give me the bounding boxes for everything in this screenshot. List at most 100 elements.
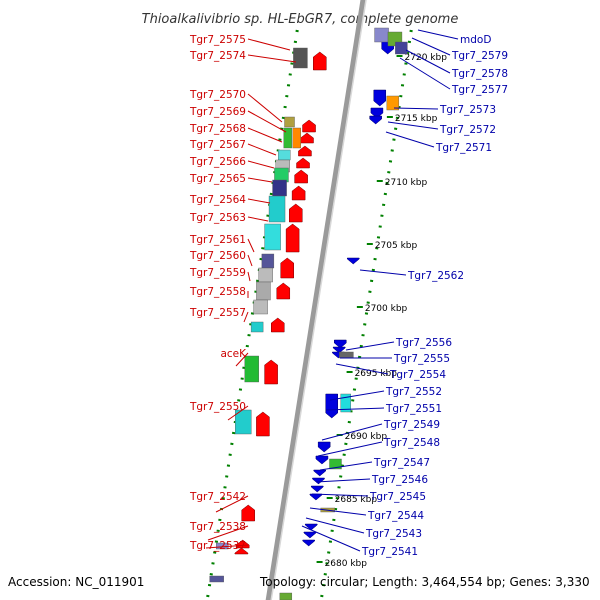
gene-label-left: Tgr7_2567 [189,139,246,151]
scale-label: 2690 kbp [345,432,388,442]
gene-label-left: Tgr7_2575 [189,34,246,46]
gene-label-right: Tgr7_2577 [451,84,508,96]
leader-line [243,311,249,323]
gene-label-right: Tgr7_2549 [383,419,440,431]
features-group [209,27,408,600]
leader-line [359,269,407,276]
gene-label-left: Tgr7_2570 [189,89,246,101]
gene-label-right: Tgr7_2562 [407,270,464,282]
forward-gene-arrow [294,169,308,184]
forward-gene-arrow [285,223,300,253]
reverse-gene-arrow [302,539,315,547]
scale-label: 2705 kbp [375,241,418,251]
gene-label-right: Tgr7_2543 [365,528,422,540]
leader-line [207,525,249,541]
gene-label-right: Tgr7_2579 [451,50,508,62]
forward-gene-arrow [256,411,270,437]
gene-block [261,253,275,269]
leader-line [247,54,297,63]
forward-gene-arrow [313,51,327,71]
gene-label-right: Tgr7_2551 [385,403,442,415]
backbone-highlight [270,0,367,600]
reverse-gene-arrow [332,346,346,354]
reverse-gene-arrow [315,455,329,465]
gene-label-left: Tgr7_2563 [189,212,246,224]
reverse-gene-arrow [369,115,382,125]
gene-label-right: Tgr7_2545 [369,491,426,503]
gene-label-right: Tgr7_2548 [383,437,440,449]
leader-line [215,495,249,513]
leader-line [227,405,249,421]
leader-line [325,407,385,411]
gene-label-left: Tgr7_2542 [189,491,246,503]
leader-line [247,216,269,222]
gene-label-left: Tgr7_2550 [189,401,246,413]
scale-label: 2715 kbp [395,114,438,124]
gene-label-right: mdoD [460,34,491,46]
gene-label-left: Tgr7_2538 [189,521,246,533]
gene-block [386,95,400,111]
gene-label-right: Tgr7_2547 [373,457,430,469]
reverse-gene-arrow [373,89,387,107]
leader-line [411,37,451,56]
gene-block [258,267,273,283]
forward-gene-arrow [300,132,314,144]
gene-label-right: Tgr7_2546 [371,474,428,486]
gene-labels-group: Tgr7_2575 Tgr7_2574 Tgr7_2570 Tgr7_2569 Tgr7… [189,29,508,558]
leader-line [309,507,367,516]
map-title: Thioalkalivibrio sp. HL-EbGR7, complete … [142,12,459,27]
gene-label-right: Tgr7_2572 [439,124,496,136]
gene-label-right: Tgr7_2541 [361,546,418,558]
gene-label-left: Tgr7_2566 [189,156,246,168]
forward-gene-arrow [289,203,303,223]
backbone-line [265,0,366,600]
gene-block [283,127,292,149]
reverse-gene-arrow [310,485,324,493]
leader-line [247,143,277,156]
scale-label: 2695 kbp [355,369,398,379]
gene-label-right: Tgr7_2552 [385,386,442,398]
reverse-gene-arrow [334,339,347,349]
scale-label: 2720 kbp [405,53,448,63]
gene-label-left: Tgr7_2557 [189,307,246,319]
forward-gene-arrow [280,257,294,279]
gene-label-right: Tgr7_2573 [439,104,496,116]
leader-line [305,517,365,534]
leader-line [301,525,361,552]
leader-line [399,57,451,90]
gene-label-left: Tgr7_2561 [189,234,246,246]
gene-label-left: Tgr7_2565 [189,173,246,185]
forward-gene-arrow [302,119,316,133]
gene-block [374,27,389,43]
forward-gene-arrow [241,504,255,522]
accession-text: Accession: NC_011901 [8,575,144,589]
forward-gene-arrow [291,185,306,201]
gene-block [253,299,268,315]
gene-label-right: Tgr7_2571 [435,142,492,154]
gene-block [340,393,351,413]
reverse-gene-arrow [346,257,360,265]
gene-block [292,127,301,149]
leader-line [247,238,255,253]
gene-label-right: Tgr7_2555 [393,353,450,365]
reverse-gene-arrow [370,107,384,119]
leader-line [247,271,251,282]
leader-line [315,478,371,483]
gene-block [293,47,308,69]
gene-label-right: Tgr7_2578 [451,68,508,80]
gene-label-right: Tgr7_2556 [395,337,452,349]
gene-label-left: Tgr7_2537 [189,540,246,552]
scale-label: 2680 kbp [325,559,368,569]
leader-line [247,198,271,204]
forward-gene-arrow [234,547,249,555]
gene-label-left: Tgr7_2560 [189,250,246,262]
leader-line [235,352,249,367]
gene-label-left: Tgr7_2559 [189,267,246,279]
reverse-gene-arrow [313,469,326,477]
reverse-gene-arrow [325,393,338,419]
gene-block [395,41,408,55]
leader-line [417,29,459,40]
leader-line [405,49,451,74]
